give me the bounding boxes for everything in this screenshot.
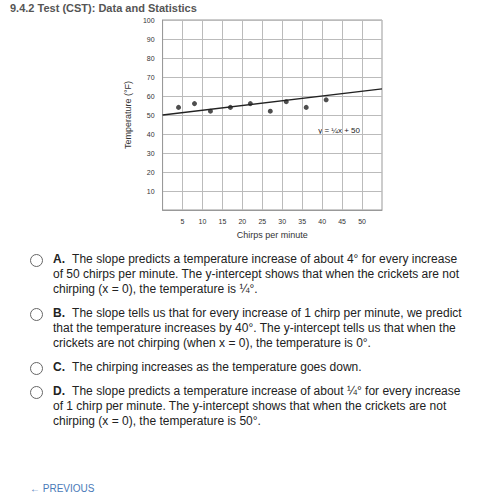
svg-text:35: 35 — [298, 218, 306, 225]
svg-text:100: 100 — [143, 17, 155, 24]
svg-text:20: 20 — [147, 169, 155, 176]
svg-text:y = ¼x + 50: y = ¼x + 50 — [318, 126, 360, 135]
svg-text:30: 30 — [147, 150, 155, 157]
svg-text:45: 45 — [338, 218, 346, 225]
svg-text:50: 50 — [147, 112, 155, 119]
svg-text:40: 40 — [318, 218, 326, 225]
svg-text:5: 5 — [181, 218, 185, 225]
html-text:9.4.2 Test (CST): Data and Sta: 9.4.2 Test (CST): Data and Statistics — [10, 2, 197, 14]
svg-text:50: 50 — [358, 218, 366, 225]
svg-text:Temperature (°F): Temperature (°F) — [123, 81, 133, 149]
html-text:D. The slope predicts a temper: D. The slope predicts a temperature incr… — [53, 384, 461, 428]
html-text:A. The slope predicts a temper: A. The slope predicts a temperature incr… — [53, 252, 459, 296]
svg-text:10: 10 — [147, 188, 155, 195]
svg-text:80: 80 — [147, 55, 155, 62]
html-text:C. The chirping increases as t: C. The chirping increases as the tempera… — [53, 360, 362, 374]
svg-text:25: 25 — [258, 218, 266, 225]
svg-text:40: 40 — [147, 131, 155, 138]
svg-text:60: 60 — [147, 93, 155, 100]
svg-text:20: 20 — [238, 218, 246, 225]
svg-text:Chirps per minute: Chirps per minute — [237, 230, 308, 240]
svg-text:90: 90 — [147, 36, 155, 43]
html-text:← PREVIOUS: ← PREVIOUS — [30, 483, 95, 494]
html-text:B. The slope tells us that for: B. The slope tells us that for every inc… — [53, 306, 462, 350]
svg-text:10: 10 — [199, 218, 207, 225]
svg-text:70: 70 — [147, 74, 155, 81]
svg-text:15: 15 — [219, 218, 227, 225]
svg-text:30: 30 — [278, 218, 286, 225]
